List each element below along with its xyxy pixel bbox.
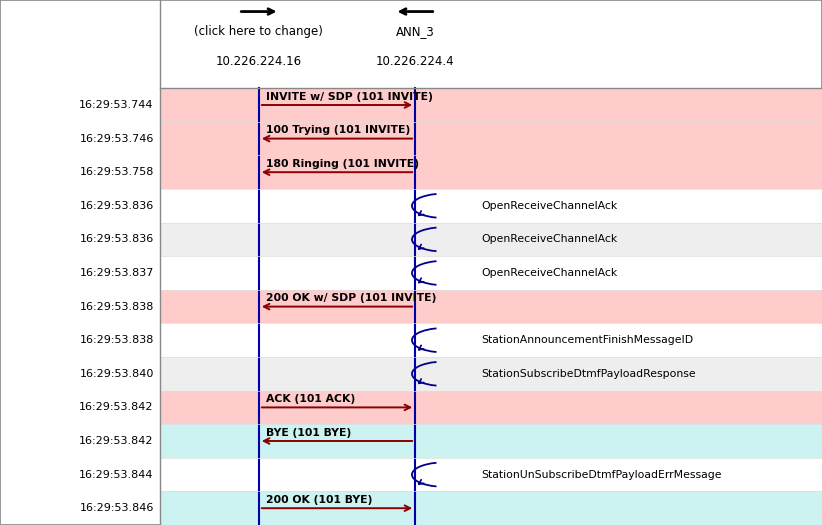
Text: ACK (101 ACK): ACK (101 ACK) <box>266 394 355 404</box>
Bar <box>160 491 822 525</box>
Text: OpenReceiveChannelAck: OpenReceiveChannelAck <box>482 268 618 278</box>
Bar <box>160 189 822 223</box>
Text: 16:29:53.746: 16:29:53.746 <box>80 133 154 144</box>
Bar <box>160 458 822 491</box>
Text: 16:29:53.836: 16:29:53.836 <box>80 234 154 245</box>
Text: BYE (101 BYE): BYE (101 BYE) <box>266 428 351 438</box>
Text: 100 Trying (101 INVITE): 100 Trying (101 INVITE) <box>266 125 409 135</box>
Bar <box>160 122 822 155</box>
Text: StationUnSubscribeDtmfPayloadErrMessage: StationUnSubscribeDtmfPayloadErrMessage <box>482 469 723 480</box>
Text: StationAnnouncementFinishMessageID: StationAnnouncementFinishMessageID <box>482 335 694 345</box>
Text: 180 Ringing (101 INVITE): 180 Ringing (101 INVITE) <box>266 159 418 169</box>
Text: 16:29:53.838: 16:29:53.838 <box>80 301 154 312</box>
Text: 16:29:53.846: 16:29:53.846 <box>80 503 154 513</box>
Text: 16:29:53.837: 16:29:53.837 <box>80 268 154 278</box>
Text: 16:29:53.838: 16:29:53.838 <box>80 335 154 345</box>
Text: OpenReceiveChannelAck: OpenReceiveChannelAck <box>482 201 618 211</box>
Bar <box>160 223 822 256</box>
Text: 16:29:53.844: 16:29:53.844 <box>79 469 154 480</box>
Text: 16:29:53.842: 16:29:53.842 <box>79 436 154 446</box>
Text: 16:29:53.840: 16:29:53.840 <box>80 369 154 379</box>
Text: 200 OK (101 BYE): 200 OK (101 BYE) <box>266 495 372 505</box>
Text: 16:29:53.842: 16:29:53.842 <box>79 402 154 413</box>
Text: ANN_3: ANN_3 <box>395 25 435 38</box>
Bar <box>160 256 822 290</box>
Text: INVITE w/ SDP (101 INVITE): INVITE w/ SDP (101 INVITE) <box>266 92 432 102</box>
Bar <box>160 323 822 357</box>
Text: 10.226.224.4: 10.226.224.4 <box>376 55 455 68</box>
Bar <box>160 391 822 424</box>
Text: 16:29:53.744: 16:29:53.744 <box>79 100 154 110</box>
Text: 16:29:53.836: 16:29:53.836 <box>80 201 154 211</box>
Bar <box>160 357 822 391</box>
Text: (click here to change): (click here to change) <box>195 25 323 38</box>
Bar <box>160 424 822 458</box>
Text: OpenReceiveChannelAck: OpenReceiveChannelAck <box>482 234 618 245</box>
Text: 200 OK w/ SDP (101 INVITE): 200 OK w/ SDP (101 INVITE) <box>266 293 436 303</box>
Bar <box>160 155 822 189</box>
Text: 10.226.224.16: 10.226.224.16 <box>216 55 302 68</box>
Text: StationSubscribeDtmfPayloadResponse: StationSubscribeDtmfPayloadResponse <box>482 369 696 379</box>
Bar <box>160 88 822 122</box>
Bar <box>160 290 822 323</box>
Text: 16:29:53.758: 16:29:53.758 <box>80 167 154 177</box>
